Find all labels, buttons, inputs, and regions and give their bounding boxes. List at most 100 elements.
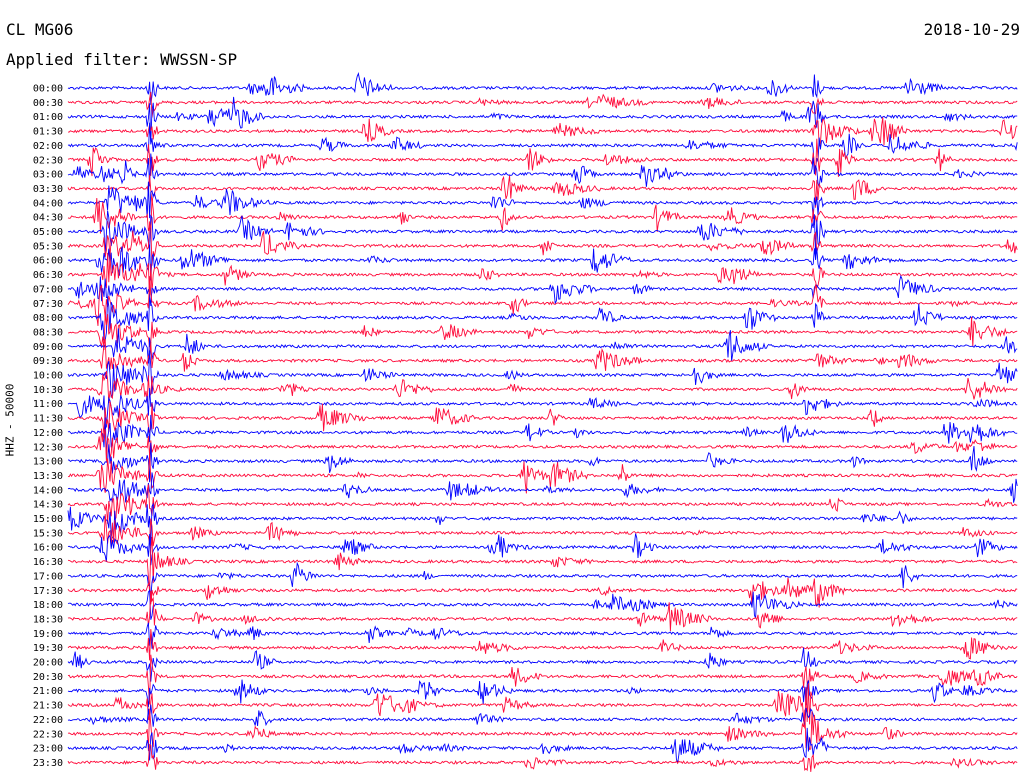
row-label: 11:00 [33,399,63,410]
trace-row-1430 [67,484,1018,524]
row-label: 07:30 [33,299,63,310]
row-label: 12:00 [33,428,63,439]
trace-row-1900 [67,622,1018,649]
trace-row-1400 [67,472,1018,503]
trace-row-2300 [67,727,1018,764]
row-label: 05:30 [33,241,63,252]
row-label: 23:00 [33,744,63,755]
trace-row-0800 [68,297,1018,341]
date-label: 2018-10-29 [923,20,1020,39]
trace-row-1230 [67,428,1018,462]
trace-row-0400 [67,181,1018,219]
trace-row-1630 [67,536,1018,592]
trace-row-1300 [67,442,1018,483]
trace-row-1000 [67,350,1018,398]
trace-row-0300 [67,153,1018,188]
row-label: 11:30 [33,414,63,425]
trace-row-1530 [67,514,1018,547]
trace-row-0600 [67,244,1018,281]
row-label: 14:30 [33,500,63,511]
trace-row-0100 [67,96,1018,142]
trace-row-1500 [67,502,1018,546]
trace-row-1200 [67,414,1018,456]
trace-row-0630 [67,252,1018,303]
trace-row-1800 [67,588,1018,620]
trace-row-1730 [67,577,1018,608]
row-label: 02:00 [33,141,63,152]
row-label: 21:00 [33,686,63,697]
trace-row-0930 [67,338,1018,372]
row-label: 09:30 [33,356,63,367]
row-label: 13:00 [33,457,63,468]
row-label: 03:30 [33,184,63,195]
trace-row-2000 [67,647,1018,682]
trace-row-1600 [67,533,1018,566]
row-label: 01:00 [33,112,63,123]
row-label: 15:00 [33,514,63,525]
trace-row-0030 [67,91,1018,118]
row-label: 07:00 [33,284,63,295]
row-label: 05:00 [33,227,63,238]
trace-group [67,71,1018,772]
row-label: 17:30 [33,586,63,597]
row-label: 06:30 [33,270,63,281]
trace-row-2130 [67,683,1018,729]
trace-row-1100 [67,388,1018,429]
row-label: 01:30 [33,127,63,138]
trace-row-0230 [67,138,1018,177]
row-label: 22:30 [33,729,63,740]
row-label: 18:00 [33,600,63,611]
row-label: 19:30 [33,643,63,654]
row-label: 23:30 [33,758,63,769]
trace-row-2100 [67,679,1018,708]
row-label: 16:00 [33,543,63,554]
row-label: 18:30 [33,614,63,625]
row-label: 16:30 [33,557,63,568]
trace-row-0500 [67,210,1018,259]
trace-row-2230 [67,708,1018,751]
trace-row-1330 [67,452,1018,494]
trace-row-1030 [67,371,1018,404]
row-label: 04:00 [33,198,63,209]
row-label: 20:30 [33,672,63,683]
trace-row-0700 [67,274,1018,307]
trace-row-0000 [67,71,1018,105]
row-label: 00:30 [33,98,63,109]
filter-label: Applied filter: WWSSN-SP [6,50,238,69]
row-label: 22:00 [33,715,63,726]
row-label: 10:00 [33,371,63,382]
row-label: 19:00 [33,629,63,640]
row-label: 21:30 [33,701,63,712]
row-label: 20:00 [33,658,63,669]
trace-row-0730 [67,276,1018,326]
row-label: 03:00 [33,170,63,181]
row-label: 17:00 [33,571,63,582]
trace-row-2200 [67,704,1018,727]
row-label: 14:00 [33,485,63,496]
trace-row-0430 [67,197,1018,234]
row-label: 12:30 [33,442,63,453]
trace-row-0200 [67,122,1018,172]
row-label: 13:30 [33,471,63,482]
row-label: 15:30 [33,528,63,539]
trace-row-2330 [67,743,1018,772]
row-label: 00:00 [33,84,63,95]
trace-row-1700 [67,561,1018,598]
row-label: 02:30 [33,155,63,166]
trace-row-1830 [67,590,1018,632]
row-label: 06:00 [33,256,63,267]
row-label: 08:00 [33,313,63,324]
row-label: 08:30 [33,327,63,338]
row-label: 04:30 [33,213,63,224]
trace-row-0530 [67,221,1018,266]
station-label: CL MG06 [6,20,74,39]
row-label-group: 00:00 00:30 01:00 01:30 02:00 02:30 03:00 03:30… [33,84,63,769]
trace-row-0900 [67,328,1018,364]
trace-row-1130 [67,401,1018,437]
trace-row-0130 [68,117,1018,147]
trace-row-1930 [67,629,1018,661]
trace-row-0830 [67,312,1018,351]
trace-row-2030 [67,654,1018,705]
row-label: 09:00 [33,342,63,353]
